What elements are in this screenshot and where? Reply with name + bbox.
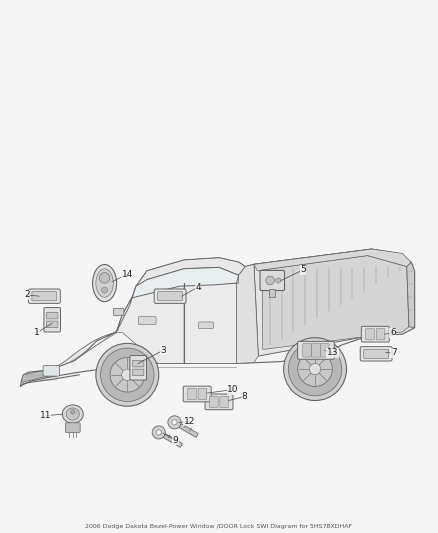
Polygon shape xyxy=(263,256,409,350)
Polygon shape xyxy=(407,262,415,328)
Ellipse shape xyxy=(96,269,113,297)
FancyBboxPatch shape xyxy=(133,360,144,367)
Polygon shape xyxy=(21,368,57,382)
FancyBboxPatch shape xyxy=(311,344,320,357)
Text: 4: 4 xyxy=(195,282,201,292)
Text: 6: 6 xyxy=(390,328,396,337)
Circle shape xyxy=(288,342,342,396)
FancyBboxPatch shape xyxy=(269,289,276,297)
Polygon shape xyxy=(55,298,132,368)
Text: 12: 12 xyxy=(184,417,195,426)
Circle shape xyxy=(99,272,110,283)
Polygon shape xyxy=(254,249,415,356)
Polygon shape xyxy=(117,283,184,364)
Circle shape xyxy=(309,364,321,375)
Text: 8: 8 xyxy=(241,392,247,401)
FancyBboxPatch shape xyxy=(28,289,60,303)
Circle shape xyxy=(96,343,159,406)
FancyBboxPatch shape xyxy=(361,326,389,342)
Circle shape xyxy=(122,369,133,381)
Ellipse shape xyxy=(62,405,83,423)
Polygon shape xyxy=(173,421,198,438)
Circle shape xyxy=(266,276,275,285)
Text: 5: 5 xyxy=(300,265,306,274)
FancyBboxPatch shape xyxy=(32,292,57,301)
Circle shape xyxy=(284,338,346,400)
Ellipse shape xyxy=(66,408,79,420)
FancyBboxPatch shape xyxy=(360,346,392,361)
FancyBboxPatch shape xyxy=(43,366,60,376)
FancyBboxPatch shape xyxy=(364,349,389,358)
Circle shape xyxy=(102,287,108,293)
Polygon shape xyxy=(184,283,237,364)
Circle shape xyxy=(168,416,181,429)
Circle shape xyxy=(101,348,154,401)
Text: 2: 2 xyxy=(24,290,30,300)
Polygon shape xyxy=(20,249,415,386)
FancyBboxPatch shape xyxy=(366,328,374,340)
Polygon shape xyxy=(136,258,245,293)
Polygon shape xyxy=(158,431,183,447)
FancyBboxPatch shape xyxy=(154,289,186,303)
Ellipse shape xyxy=(71,410,75,414)
Circle shape xyxy=(298,352,332,386)
Text: 10: 10 xyxy=(227,385,239,394)
FancyBboxPatch shape xyxy=(113,309,124,316)
Circle shape xyxy=(172,420,177,425)
Text: 13: 13 xyxy=(327,349,338,358)
Ellipse shape xyxy=(92,264,117,302)
FancyBboxPatch shape xyxy=(198,322,213,328)
Text: 11: 11 xyxy=(39,411,51,421)
FancyBboxPatch shape xyxy=(198,389,207,400)
FancyBboxPatch shape xyxy=(138,317,156,325)
FancyBboxPatch shape xyxy=(46,321,58,328)
FancyBboxPatch shape xyxy=(133,369,144,376)
FancyBboxPatch shape xyxy=(183,386,211,402)
FancyBboxPatch shape xyxy=(205,394,233,410)
Polygon shape xyxy=(254,249,411,271)
Text: 14: 14 xyxy=(122,270,133,279)
FancyBboxPatch shape xyxy=(303,344,311,357)
FancyBboxPatch shape xyxy=(209,396,218,408)
FancyBboxPatch shape xyxy=(130,356,147,380)
FancyBboxPatch shape xyxy=(220,396,229,408)
FancyBboxPatch shape xyxy=(187,389,196,400)
FancyBboxPatch shape xyxy=(65,423,80,432)
FancyBboxPatch shape xyxy=(260,270,285,290)
FancyBboxPatch shape xyxy=(158,292,183,301)
Text: 7: 7 xyxy=(391,349,396,358)
Circle shape xyxy=(276,278,281,283)
Text: 3: 3 xyxy=(160,346,166,355)
Polygon shape xyxy=(237,264,258,364)
Text: 9: 9 xyxy=(173,436,178,445)
FancyBboxPatch shape xyxy=(297,341,334,359)
Circle shape xyxy=(110,358,145,392)
FancyBboxPatch shape xyxy=(320,344,329,357)
Circle shape xyxy=(156,430,161,435)
FancyBboxPatch shape xyxy=(46,312,58,319)
FancyBboxPatch shape xyxy=(376,328,385,340)
Text: 1: 1 xyxy=(34,328,39,337)
FancyBboxPatch shape xyxy=(44,308,60,332)
Polygon shape xyxy=(117,268,239,332)
Text: 2006 Dodge Dakota Bezel-Power Window /DOOR Lock SWI Diagram for 5HS78XDHAF: 2006 Dodge Dakota Bezel-Power Window /DO… xyxy=(85,524,353,529)
Circle shape xyxy=(152,426,165,439)
